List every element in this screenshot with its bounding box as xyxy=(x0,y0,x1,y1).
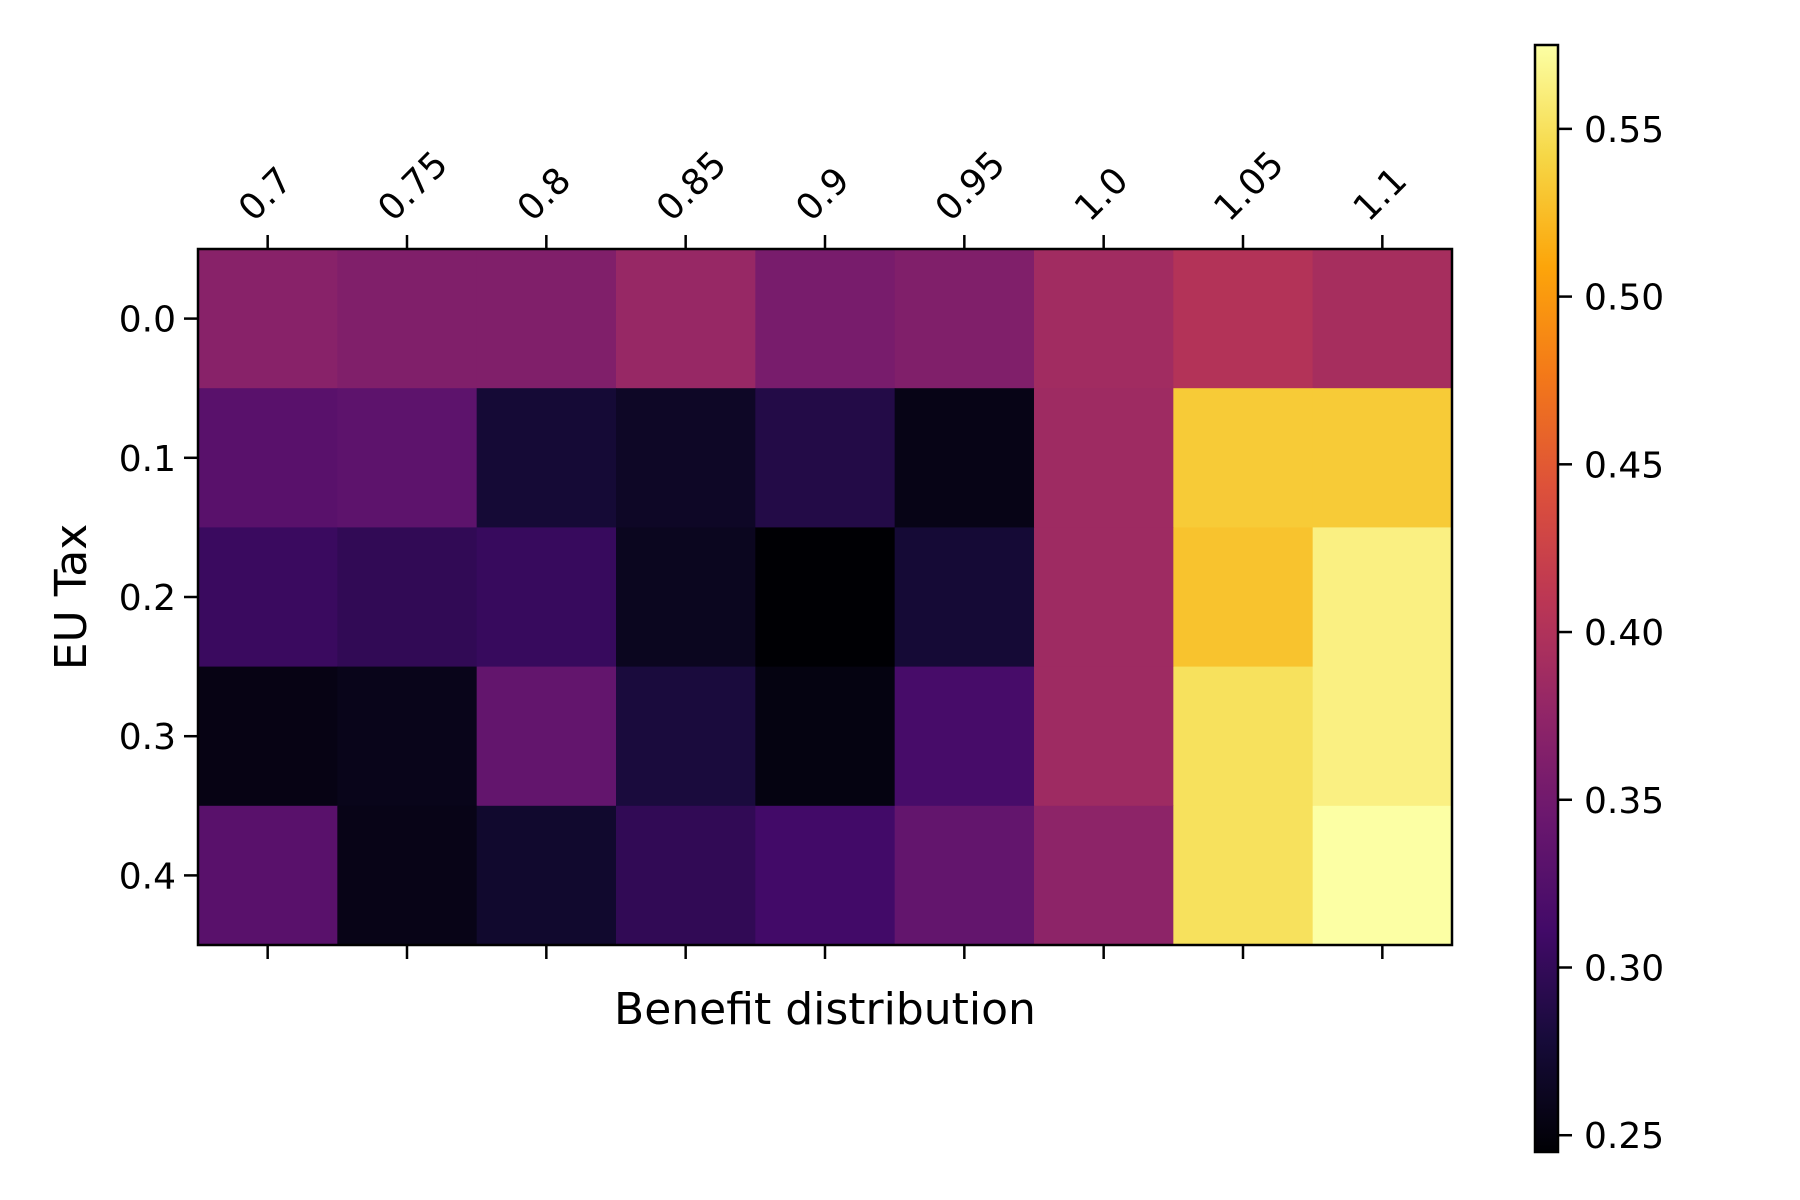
heatmap-cell xyxy=(1173,388,1314,528)
y-axis-label: EU Tax xyxy=(46,524,97,671)
heatmap-cell xyxy=(476,805,617,946)
colorbar-tick-label: 0.30 xyxy=(1584,949,1664,990)
x-tick-label: 0.95 xyxy=(928,144,1014,230)
heatmap-cell xyxy=(1173,805,1314,946)
heatmap-cell xyxy=(337,805,478,946)
colorbar-tick-label: 0.45 xyxy=(1584,445,1664,486)
x-tick-label: 1.0 xyxy=(1067,160,1136,229)
heatmap-cell xyxy=(755,388,896,528)
x-tick-label: 0.9 xyxy=(788,160,857,229)
heatmap-cell xyxy=(1034,527,1174,668)
x-axis-label: Benefit distribution xyxy=(614,984,1036,1035)
heatmap-cell xyxy=(198,666,338,807)
heatmap-cell xyxy=(337,249,478,389)
heatmap-cell xyxy=(1173,527,1314,668)
heatmap-cell xyxy=(198,249,338,389)
heatmap-cell xyxy=(337,388,478,528)
heatmap-cell xyxy=(1034,805,1174,946)
heatmap-cell xyxy=(1034,666,1174,807)
colorbar-tick-label: 0.35 xyxy=(1584,781,1664,822)
heatmap-cell xyxy=(337,666,478,807)
colorbar-ticks: 0.25 0.30 0.35 0.40 0.45 0.50 0.55 xyxy=(1558,110,1664,1157)
y-tick-label: 0.2 xyxy=(119,578,176,619)
heatmap-cell xyxy=(198,388,338,528)
heatmap-cell xyxy=(894,666,1035,807)
heatmap-cell xyxy=(755,249,896,389)
x-tick-label: 0.7 xyxy=(231,160,300,229)
colorbar xyxy=(1533,43,1560,1154)
heatmap-cell xyxy=(894,249,1035,389)
colorbar-tick-label: 0.50 xyxy=(1584,278,1664,319)
heatmap-cell xyxy=(1312,388,1453,528)
heatmap-cell xyxy=(1173,249,1314,389)
heatmap-cell xyxy=(1034,249,1174,389)
heatmap-cell xyxy=(1173,666,1314,807)
x-tick-label: 0.75 xyxy=(370,144,456,230)
heatmap-cell xyxy=(616,249,756,389)
heatmap-cell xyxy=(616,666,756,807)
colorbar-tick-label: 0.40 xyxy=(1584,613,1664,654)
colorbar-tick-label: 0.55 xyxy=(1584,110,1664,151)
heatmap-cell xyxy=(616,527,756,668)
x-tick-label: 1.05 xyxy=(1206,144,1292,230)
heatmap-cell xyxy=(894,388,1035,528)
heatmap-cell xyxy=(1312,805,1453,946)
y-tick-label: 0.4 xyxy=(119,856,176,897)
heatmap-cell xyxy=(894,527,1035,668)
heatmap-cell xyxy=(476,527,617,668)
heatmap-cell xyxy=(1312,666,1453,807)
heatmap-cell xyxy=(616,388,756,528)
heatmap-cell xyxy=(198,805,338,946)
y-axis-ticks: 0.0 0.1 0.2 0.3 0.4 xyxy=(119,300,198,897)
heatmap-cell xyxy=(476,666,617,807)
y-tick-label: 0.1 xyxy=(119,439,176,480)
x-tick-label: 0.8 xyxy=(510,160,579,229)
y-tick-label: 0.3 xyxy=(119,717,176,758)
heatmap-cell xyxy=(476,388,617,528)
heatmap-cell xyxy=(476,249,617,389)
x-tick-label: 0.85 xyxy=(649,144,735,230)
heatmap-cell xyxy=(1312,249,1453,389)
colorbar-tick-label: 0.25 xyxy=(1584,1116,1664,1157)
y-tick-label: 0.0 xyxy=(119,300,176,341)
heatmap-cell xyxy=(1034,388,1174,528)
heatmap-cell xyxy=(1312,527,1453,668)
heatmap-cells xyxy=(198,249,1453,946)
heatmap-cell xyxy=(755,666,896,807)
heatmap-cell xyxy=(894,805,1035,946)
x-tick-label: 1.1 xyxy=(1346,160,1415,229)
heatmap-cell xyxy=(755,527,896,668)
heatmap-cell xyxy=(198,527,338,668)
heatmap-cell xyxy=(337,527,478,668)
heatmap-cell xyxy=(616,805,756,946)
heatmap-cell xyxy=(755,805,896,946)
